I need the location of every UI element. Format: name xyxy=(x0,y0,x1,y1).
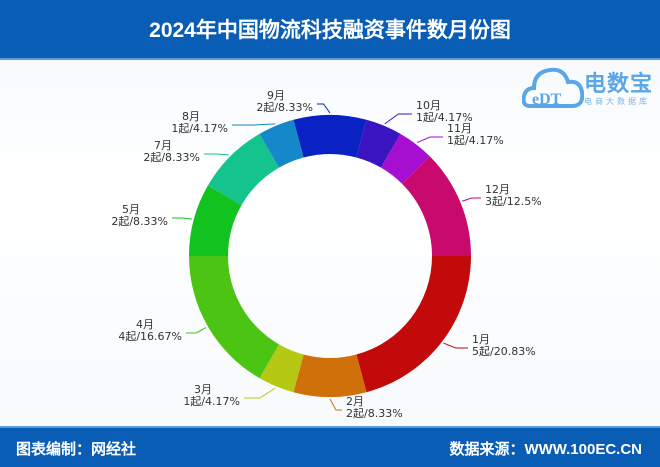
donut-slice-10月 xyxy=(356,119,401,168)
donut-slice-5月 xyxy=(189,185,242,256)
leader-line xyxy=(186,327,207,334)
leader-line xyxy=(443,342,468,349)
slice-value-label: 1起/4.17% xyxy=(416,111,473,124)
slice-value-label: 4起/16.67% xyxy=(118,330,182,343)
logo-subtitle: 电商大数据库 xyxy=(584,97,650,106)
chart-credit: 图表编制：网经社 xyxy=(16,441,137,458)
slice-value-label: 1起/4.17% xyxy=(447,134,504,147)
slice-value-label: 2起/8.33% xyxy=(256,101,313,114)
leader-line xyxy=(329,398,342,411)
logo-name: 电数宝 xyxy=(584,72,654,97)
slice-month-label: 8月 xyxy=(182,110,200,123)
slice-value-label: 2起/8.33% xyxy=(111,215,168,228)
slice-value-label: 2起/8.33% xyxy=(346,407,403,420)
logo-mark: eDT xyxy=(532,91,562,108)
donut-slice-12月 xyxy=(402,156,471,256)
header-bar: 2024年中国物流科技融资事件数月份图 xyxy=(0,0,660,60)
slice-month-label: 12月 xyxy=(485,183,510,196)
donut-slice-8月 xyxy=(259,119,304,168)
leader-line xyxy=(232,123,276,126)
slice-month-label: 2月 xyxy=(346,395,364,408)
leader-line xyxy=(384,113,412,125)
slice-month-label: 11月 xyxy=(447,122,472,135)
slice-month-label: 10月 xyxy=(416,99,441,112)
donut-slice-3月 xyxy=(259,344,304,393)
leader-line xyxy=(172,217,192,220)
slice-value-label: 2起/8.33% xyxy=(143,151,200,164)
leader-line xyxy=(244,387,276,399)
slice-value-label: 1起/4.17% xyxy=(171,122,228,135)
donut-slice-4月 xyxy=(189,256,279,379)
leader-line xyxy=(317,103,331,114)
donut-slice-9月 xyxy=(293,115,367,158)
slice-value-label: 1起/4.17% xyxy=(183,395,240,408)
leader-line xyxy=(204,153,229,156)
leader-line xyxy=(416,136,443,144)
footer-bar: 图表编制：网经社 数据来源：WWW.100EC.CN xyxy=(0,426,660,467)
slice-month-label: 4月 xyxy=(136,318,154,331)
donut-slice-11月 xyxy=(381,133,430,184)
donut-slice-1月 xyxy=(356,256,472,393)
slice-month-label: 3月 xyxy=(194,383,212,396)
slice-value-label: 3起/12.5% xyxy=(485,195,542,208)
slice-month-label: 1月 xyxy=(472,333,490,346)
cloud-logo-icon: eDT xyxy=(521,67,585,108)
data-source: 数据来源：WWW.100EC.CN xyxy=(449,441,642,458)
donut-slice-7月 xyxy=(207,133,279,205)
slice-month-label: 7月 xyxy=(154,139,172,152)
slice-month-label: 9月 xyxy=(267,89,285,102)
slice-month-label: 5月 xyxy=(122,203,140,216)
logo: eDT 电数宝 电商大数据库 xyxy=(521,62,660,114)
donut-slice-2月 xyxy=(293,354,367,397)
leader-line xyxy=(461,197,481,202)
chart-title: 2024年中国物流科技融资事件数月份图 xyxy=(149,19,511,42)
slice-value-label: 5起/20.83% xyxy=(472,345,536,358)
